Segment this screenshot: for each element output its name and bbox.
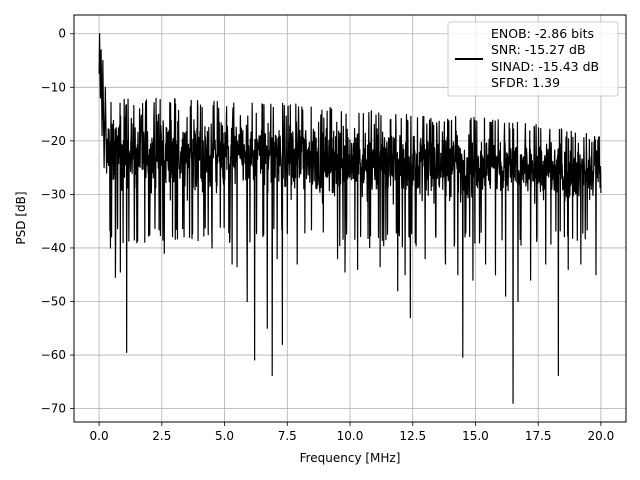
x-tick-label: 17.5 <box>525 429 552 443</box>
y-tick-label: −30 <box>41 187 66 201</box>
x-tick-label: 0.0 <box>90 429 109 443</box>
x-tick-label: 5.0 <box>215 429 234 443</box>
x-axis: 0.0 2.5 5.0 7.5 10.0 12.5 15.0 17.5 20.0 <box>90 422 615 443</box>
x-axis-label: Frequency [MHz] <box>300 451 401 465</box>
y-tick-label: −70 <box>41 402 66 416</box>
x-tick-label: 20.0 <box>588 429 615 443</box>
psd-series-line <box>98 33 602 404</box>
series-layer <box>98 33 602 404</box>
y-tick-label: −40 <box>41 241 66 255</box>
legend-entry-snr: SNR: -15.27 dB <box>491 42 586 57</box>
y-tick-label: −20 <box>41 134 66 148</box>
legend-entry-sinad: SINAD: -15.43 dB <box>491 59 599 74</box>
y-axis-label: PSD [dB] <box>14 191 28 244</box>
y-axis: 0 −10 −20 −30 −40 −50 −60 −70 <box>41 27 74 416</box>
y-tick-label: −50 <box>41 295 66 309</box>
legend: ENOB: -2.86 bits SNR: -15.27 dB SINAD: -… <box>447 21 619 97</box>
x-tick-label: 7.5 <box>278 429 297 443</box>
x-tick-label: 12.5 <box>399 429 426 443</box>
x-tick-label: 15.0 <box>462 429 489 443</box>
legend-box <box>447 21 619 97</box>
x-tick-label: 10.0 <box>337 429 364 443</box>
legend-entry-enob: ENOB: -2.86 bits <box>491 26 594 41</box>
x-tick-label: 2.5 <box>152 429 171 443</box>
y-tick-label: −10 <box>41 80 66 94</box>
y-tick-label: −60 <box>41 348 66 362</box>
legend-entry-sfdr: SFDR: 1.39 <box>491 75 560 90</box>
y-tick-label: 0 <box>58 27 66 41</box>
